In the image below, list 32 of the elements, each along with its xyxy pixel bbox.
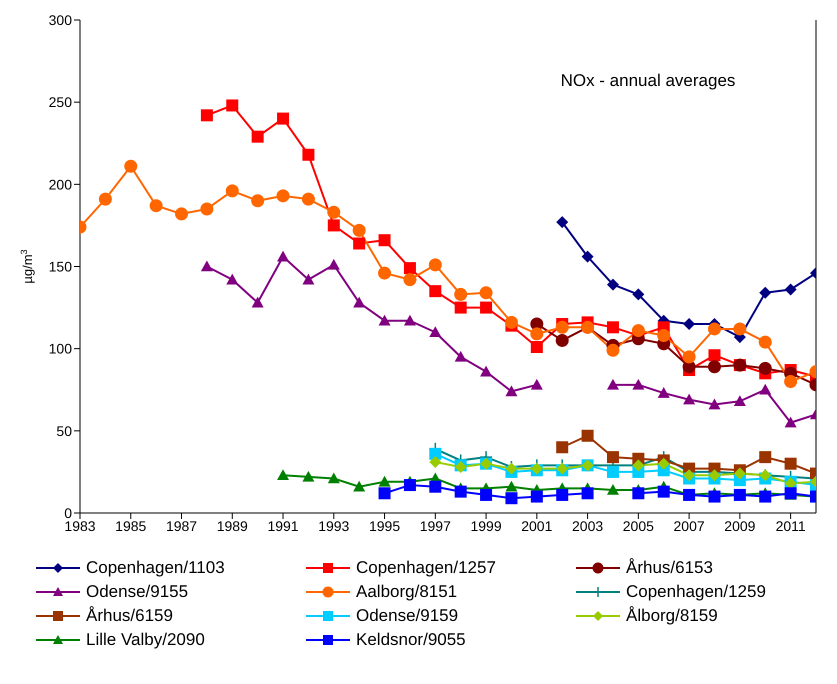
y-tick-label: 250 <box>48 94 72 110</box>
x-tick-label: 1985 <box>115 518 147 534</box>
x-tick-label: 2001 <box>521 518 553 534</box>
x-tick-label: 2009 <box>724 518 756 534</box>
x-tick-label: 1995 <box>368 518 400 534</box>
y-tick-label: 300 <box>48 12 72 28</box>
annotation: NOx - annual averages <box>560 71 736 90</box>
legend-label: Copenhagen/1257 <box>356 558 496 578</box>
y-tick-label: 200 <box>48 176 72 192</box>
legend-label: Copenhagen/1103 <box>86 558 225 578</box>
y-tick-label: 100 <box>48 340 72 357</box>
x-tick-label: 2005 <box>622 518 654 534</box>
x-tick-label: 2007 <box>674 518 705 534</box>
y-tick-label: 50 <box>56 422 72 439</box>
legend-label: Odense/9155 <box>86 582 188 602</box>
legend-label: Odense/9159 <box>356 606 458 626</box>
legend-label: Århus/6159 <box>86 606 173 626</box>
legend-label: Keldsnor/9055 <box>356 630 466 650</box>
x-tick-label: 1989 <box>216 518 248 534</box>
legend-label: Copenhagen/1259 <box>626 582 766 602</box>
x-tick-label: 1993 <box>318 518 350 534</box>
legend-label: Lille Valby/2090 <box>86 630 205 650</box>
legend-label: Århus/6153 <box>626 558 713 578</box>
x-tick-label: 2003 <box>572 518 604 534</box>
y-tick-label: 150 <box>48 258 72 274</box>
x-tick-label: 1991 <box>267 518 299 534</box>
x-tick-label: 1987 <box>166 518 198 534</box>
x-tick-label: 1999 <box>470 518 502 534</box>
x-tick-label: 2011 <box>776 518 806 534</box>
legend-label: Ålborg/8159 <box>626 606 718 626</box>
x-tick-label: 1997 <box>420 518 452 534</box>
legend-label: Aalborg/8151 <box>356 582 458 602</box>
